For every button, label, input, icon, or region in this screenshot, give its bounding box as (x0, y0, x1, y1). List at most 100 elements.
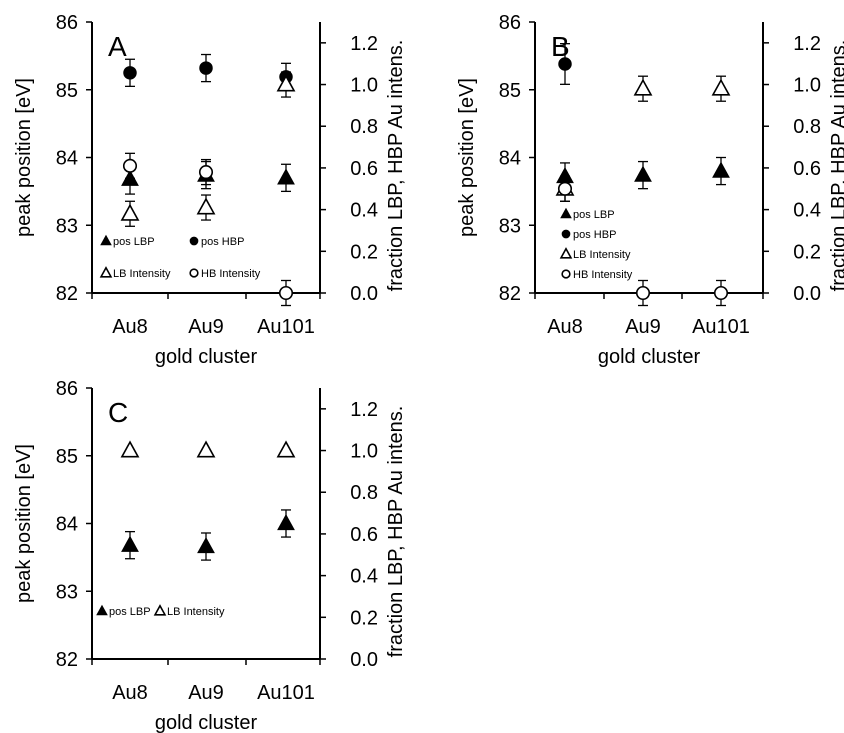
chart-panel-a: 82 83 84 85 86 0.0 0.2 0.4 0.6 0.8 1.0 1.2 Au8 Au9 Au1… (13, 12, 407, 368)
legend-item: pos LBP (100, 234, 155, 248)
left-tick-label: 85 (56, 446, 78, 468)
data-point (120, 203, 140, 221)
legend-marker (561, 269, 571, 279)
left-tick-label: 86 (499, 12, 521, 34)
left-tick-label: 83 (56, 581, 78, 603)
series-lb-intensity (120, 440, 296, 458)
data-point (276, 74, 296, 92)
right-tick-label: 0.6 (350, 158, 378, 180)
data-point (713, 285, 729, 301)
right-tick-label: 1.0 (793, 75, 821, 97)
x-axis-title: gold cluster (155, 712, 258, 733)
legend-marker (100, 234, 112, 246)
right-tick-label: 0.8 (793, 116, 821, 138)
left-tick-label: 82 (56, 649, 78, 671)
right-tick-label: 0.4 (350, 200, 378, 222)
x-tick-label: Au8 (547, 316, 583, 338)
series-lb-intensity (120, 71, 296, 227)
right-tick-label: 0.6 (793, 158, 821, 180)
left-tick-label: 82 (56, 283, 78, 305)
legend-label: LB Intensity (113, 268, 171, 280)
right-tick-label: 1.2 (350, 33, 378, 55)
left-axis-title: peak position [eV] (456, 78, 478, 237)
data-point (122, 158, 138, 173)
left-tick-label: 83 (56, 215, 78, 237)
data-point (558, 57, 572, 71)
left-axis-title: peak position [eV] (13, 78, 35, 237)
right-tick-label: 0.6 (350, 524, 378, 546)
right-tick-label: 0.2 (350, 607, 378, 629)
series-pos-lbp (121, 509, 295, 561)
right-tick-label: 0.4 (793, 200, 821, 222)
legend-marker (153, 604, 167, 616)
panel-letter: B (551, 31, 570, 62)
series-pos-lbp (556, 156, 730, 191)
legend-marker (559, 247, 573, 259)
data-point (711, 78, 731, 96)
left-tick-label: 86 (56, 378, 78, 400)
right-tick-label: 0.2 (350, 241, 378, 263)
legend: pos LBP pos HBP LB Intensity HB Intensity (99, 234, 261, 280)
legend-marker (96, 604, 108, 616)
x-tick-label: Au9 (625, 316, 661, 338)
data-point (198, 165, 214, 180)
right-tick-label: 1.2 (350, 399, 378, 421)
data-point (557, 181, 573, 196)
legend-item: LB Intensity (559, 247, 631, 261)
legend-label: LB Intensity (573, 249, 631, 261)
data-point (277, 168, 295, 185)
legend-item: HB Intensity (561, 269, 633, 281)
left-tick-label: 84 (499, 148, 521, 170)
legend-item: LB Intensity (153, 604, 225, 618)
data-point (276, 440, 296, 458)
left-tick-label: 86 (56, 12, 78, 34)
legend-label: pos HBP (201, 236, 244, 248)
data-point (197, 537, 215, 554)
right-axis-title: fraction LBP, HBP Au intens. (828, 40, 844, 292)
x-axis-title: gold cluster (155, 346, 258, 368)
x-tick-label: Au101 (257, 316, 315, 338)
chart-panel-c: 82 83 84 85 86 0.0 0.2 0.4 0.6 0.8 1.0 1.2 Au8 Au9 Au1… (13, 378, 407, 733)
right-tick-label: 0.8 (350, 116, 378, 138)
data-point (277, 514, 295, 531)
series-pos-hbp (558, 43, 572, 85)
legend-item: pos HBP (561, 229, 616, 241)
legend-label: pos LBP (109, 606, 151, 618)
x-tick-label: Au8 (112, 682, 148, 704)
left-tick-label: 84 (56, 514, 78, 536)
chart-panel-b: 82 83 84 85 86 0.0 0.2 0.4 0.6 0.8 1.0 1.2 Au8 Au9 Au1… (456, 12, 844, 368)
legend-item: pos HBP (189, 236, 244, 248)
left-tick-label: 85 (499, 80, 521, 102)
x-tick-label: Au9 (188, 682, 224, 704)
left-tick-label: 82 (499, 283, 521, 305)
legend-marker (189, 268, 199, 278)
x-tick-label: Au8 (112, 316, 148, 338)
data-point (196, 440, 216, 458)
data-point (121, 535, 139, 552)
left-axis-title: peak position [eV] (13, 444, 35, 603)
legend-marker (189, 236, 199, 246)
right-axis-title: fraction LBP, HBP Au intens. (385, 40, 407, 292)
data-point (196, 197, 216, 215)
right-tick-label: 0.8 (350, 482, 378, 504)
data-point (278, 285, 294, 301)
right-tick-label: 1.0 (350, 441, 378, 463)
series-pos-hbp (123, 53, 293, 92)
legend-item: LB Intensity (99, 266, 171, 280)
legend-label: pos LBP (573, 209, 615, 221)
legend-item: pos LBP (560, 207, 615, 221)
left-tick-label: 85 (56, 80, 78, 102)
legend-label: pos HBP (573, 229, 616, 241)
legend-marker (99, 266, 113, 278)
panel-letter: A (108, 31, 127, 62)
legend-label: HB Intensity (201, 268, 261, 280)
right-tick-label: 1.0 (350, 75, 378, 97)
data-point (120, 440, 140, 458)
legend-item: HB Intensity (189, 268, 261, 280)
right-axis-title: fraction LBP, HBP Au intens. (385, 406, 407, 658)
x-axis-title: gold cluster (598, 346, 701, 368)
right-tick-label: 1.2 (793, 33, 821, 55)
data-point (199, 61, 213, 75)
right-tick-label: 0.0 (350, 649, 378, 671)
right-tick-label: 0.0 (350, 283, 378, 305)
